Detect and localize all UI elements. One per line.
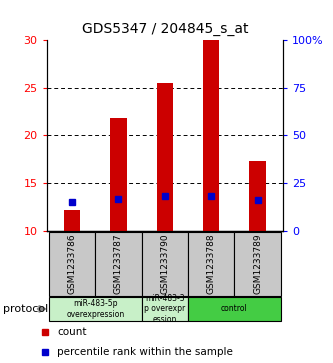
Text: count: count (57, 327, 87, 338)
Text: protocol: protocol (3, 304, 49, 314)
Bar (203, 40, 219, 231)
Bar (157, 83, 173, 231)
Text: percentile rank within the sample: percentile rank within the sample (57, 347, 233, 357)
Bar (188, 232, 234, 296)
Bar (142, 297, 188, 321)
Bar (49, 232, 95, 296)
Text: miR-483-3
p overexpr
ession: miR-483-3 p overexpr ession (144, 294, 185, 324)
Bar (95, 232, 142, 296)
Bar (110, 118, 127, 231)
Text: GSM1233790: GSM1233790 (160, 234, 169, 294)
Bar (234, 232, 281, 296)
Text: GSM1233787: GSM1233787 (114, 234, 123, 294)
Bar (249, 161, 266, 231)
Text: GSM1233788: GSM1233788 (207, 234, 216, 294)
Text: GSM1233786: GSM1233786 (68, 234, 77, 294)
Bar (188, 297, 281, 321)
Bar (49, 297, 142, 321)
Bar (64, 209, 80, 231)
Bar (142, 232, 188, 296)
Text: control: control (221, 305, 248, 313)
Title: GDS5347 / 204845_s_at: GDS5347 / 204845_s_at (82, 22, 248, 36)
Text: GSM1233789: GSM1233789 (253, 234, 262, 294)
Text: miR-483-5p
overexpression: miR-483-5p overexpression (66, 299, 125, 319)
